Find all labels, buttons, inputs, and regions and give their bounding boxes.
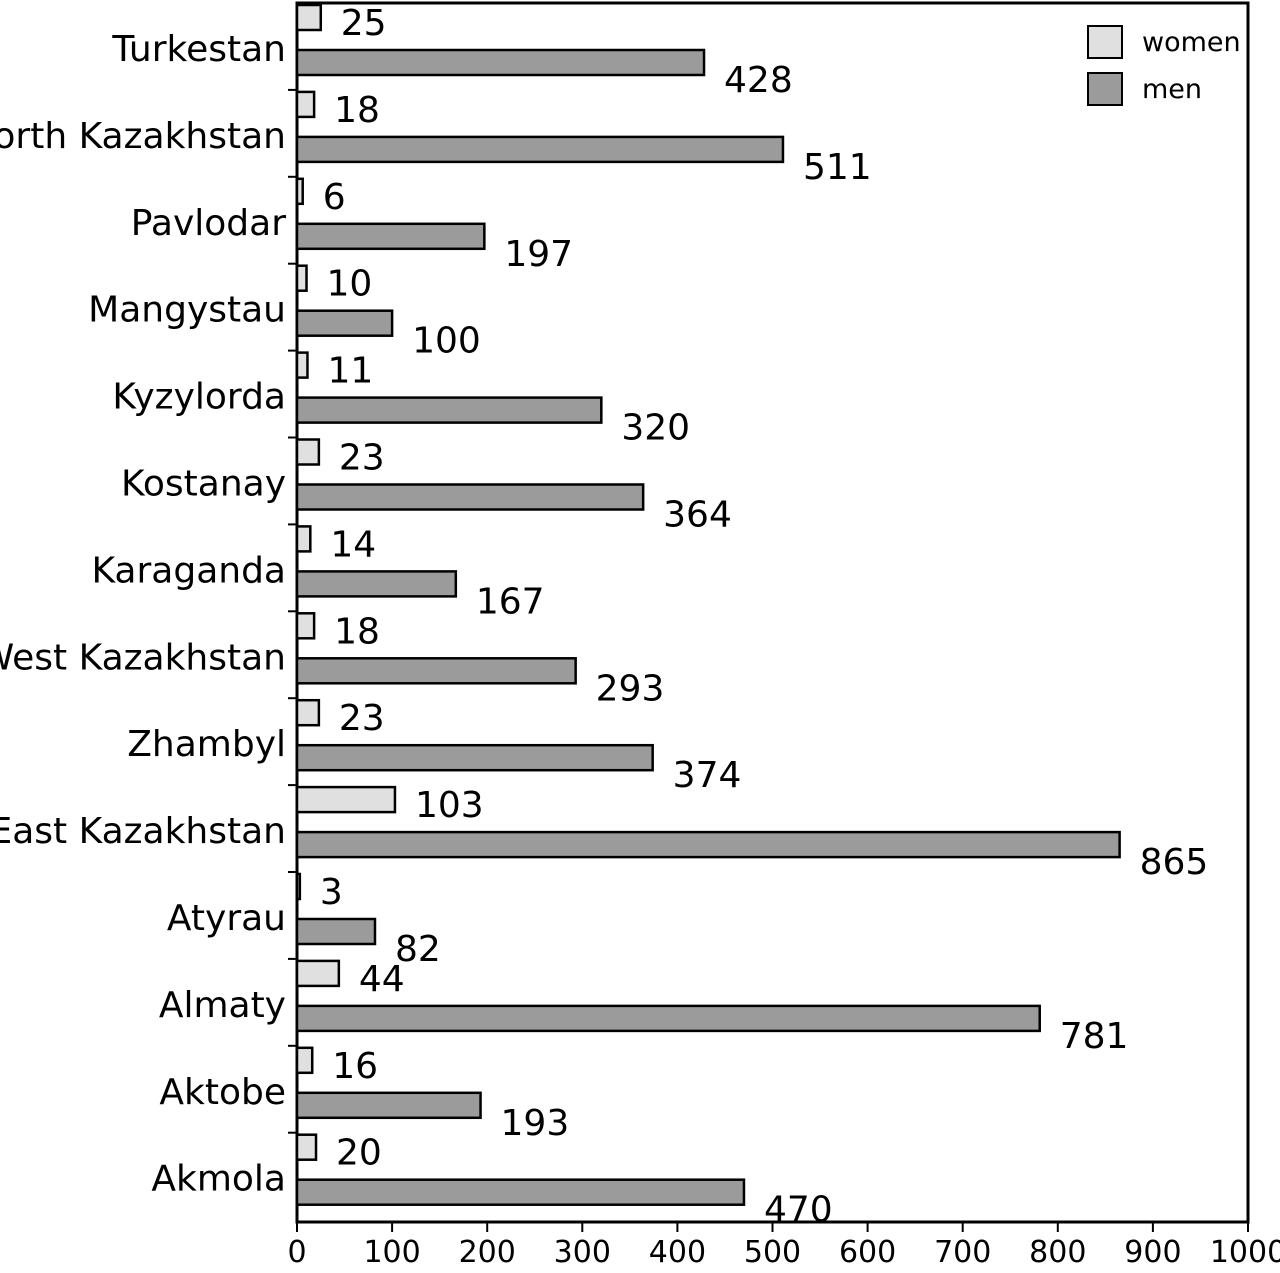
category-label-akmola: Akmola (151, 1159, 286, 1200)
legend-swatch-women (1087, 25, 1123, 59)
x-tick-label: 300 (554, 1235, 611, 1270)
x-tick-label: 0 (287, 1235, 306, 1270)
bar-women-almaty (295, 959, 341, 988)
bar-men-atyrau (295, 917, 377, 946)
bar-men-zhambyl (295, 743, 654, 772)
category-label-east-kazakhstan: East Kazakhstan (0, 811, 286, 852)
data-label-men-pavlodar: 197 (504, 234, 573, 275)
x-tick-label: 700 (934, 1235, 991, 1270)
data-label-men-north-kazakhstan: 511 (803, 147, 872, 188)
data-label-women-turkestan: 25 (341, 3, 387, 44)
x-tick-label: 1000 (1210, 1235, 1280, 1270)
bar-women-zhambyl (295, 698, 321, 727)
x-tick-label: 900 (1124, 1235, 1181, 1270)
bar-men-kyzylorda (295, 396, 603, 424)
x-tick-label: 800 (1029, 1235, 1086, 1270)
data-label-women-akmola: 20 (336, 1133, 382, 1174)
data-label-women-almaty: 44 (359, 959, 405, 1000)
category-label-almaty: Almaty (159, 985, 286, 1026)
data-label-men-turkestan: 428 (724, 60, 793, 101)
bar-men-west-kazakhstan (295, 657, 577, 685)
data-label-men-west-kazakhstan: 293 (596, 668, 665, 709)
data-label-women-karaganda: 14 (330, 524, 376, 565)
data-label-men-atyrau: 82 (395, 929, 441, 970)
data-label-women-atyrau: 3 (320, 872, 343, 913)
data-label-women-north-kazakhstan: 18 (334, 90, 380, 131)
data-label-women-west-kazakhstan: 18 (334, 611, 380, 652)
data-label-men-almaty: 781 (1060, 1016, 1129, 1057)
bar-men-akmola (295, 1178, 746, 1206)
bar-women-pavlodar (295, 177, 304, 206)
bar-women-turkestan (295, 3, 323, 32)
x-tick-label: 400 (649, 1235, 706, 1270)
bar-men-almaty (295, 1004, 1041, 1033)
x-tick-label: 200 (459, 1235, 516, 1270)
bar-men-east-kazakhstan (295, 830, 1121, 859)
bar-men-karaganda (295, 570, 458, 598)
bar-men-mangystau (295, 309, 394, 337)
category-label-karaganda: Karaganda (91, 550, 286, 591)
category-label-north-kazakhstan: North Kazakhstan (0, 116, 286, 157)
category-label-mangystau: Mangystau (88, 290, 286, 331)
bar-women-north-kazakhstan (295, 90, 316, 119)
x-tick-label: 600 (839, 1235, 896, 1270)
bar-women-aktobe (295, 1046, 314, 1075)
data-label-men-akmola: 470 (764, 1190, 833, 1231)
bar-men-aktobe (295, 1091, 482, 1120)
legend-label-men: men (1142, 74, 1202, 105)
data-label-women-aktobe: 16 (332, 1046, 378, 1087)
bar-women-akmola (295, 1133, 318, 1161)
data-label-women-zhambyl: 23 (339, 698, 385, 739)
data-label-women-east-kazakhstan: 103 (415, 785, 484, 826)
data-label-women-pavlodar: 6 (323, 177, 346, 218)
category-label-zhambyl: Zhambyl (127, 724, 286, 765)
category-label-kostanay: Kostanay (121, 464, 286, 505)
bar-women-kostanay (295, 438, 321, 466)
bar-women-east-kazakhstan (295, 785, 397, 814)
category-label-atyrau: Atyrau (167, 898, 286, 939)
legend-swatch-men (1087, 72, 1123, 106)
x-tick-label: 100 (363, 1235, 420, 1270)
legend-label-women: women (1142, 27, 1241, 58)
data-label-men-kostanay: 364 (663, 495, 732, 536)
data-label-men-karaganda: 167 (476, 581, 545, 622)
category-label-aktobe: Aktobe (159, 1072, 286, 1113)
data-label-men-east-kazakhstan: 865 (1140, 842, 1209, 883)
bar-women-west-kazakhstan (295, 612, 316, 640)
category-label-kyzylorda: Kyzylorda (112, 377, 286, 418)
x-tick-label: 500 (744, 1235, 801, 1270)
bar-women-karaganda (295, 525, 312, 553)
category-label-pavlodar: Pavlodar (131, 203, 286, 244)
bar-men-kostanay (295, 483, 645, 511)
data-label-men-mangystau: 100 (412, 321, 481, 362)
bar-men-turkestan (295, 48, 706, 77)
data-label-men-zhambyl: 374 (673, 755, 742, 796)
bar-women-kyzylorda (295, 351, 309, 379)
data-label-women-kostanay: 23 (339, 438, 385, 479)
data-label-men-aktobe: 193 (501, 1103, 570, 1144)
data-label-women-kyzylorda: 11 (327, 351, 373, 392)
category-label-turkestan: Turkestan (111, 29, 286, 70)
category-label-west-kazakhstan: West Kazakhstan (0, 637, 286, 678)
data-label-women-mangystau: 10 (327, 264, 373, 305)
bar-men-pavlodar (295, 222, 486, 251)
bar-women-mangystau (295, 264, 308, 292)
bar-women-atyrau (295, 872, 302, 901)
bar-men-north-kazakhstan (295, 135, 785, 164)
data-label-men-kyzylorda: 320 (621, 408, 690, 449)
